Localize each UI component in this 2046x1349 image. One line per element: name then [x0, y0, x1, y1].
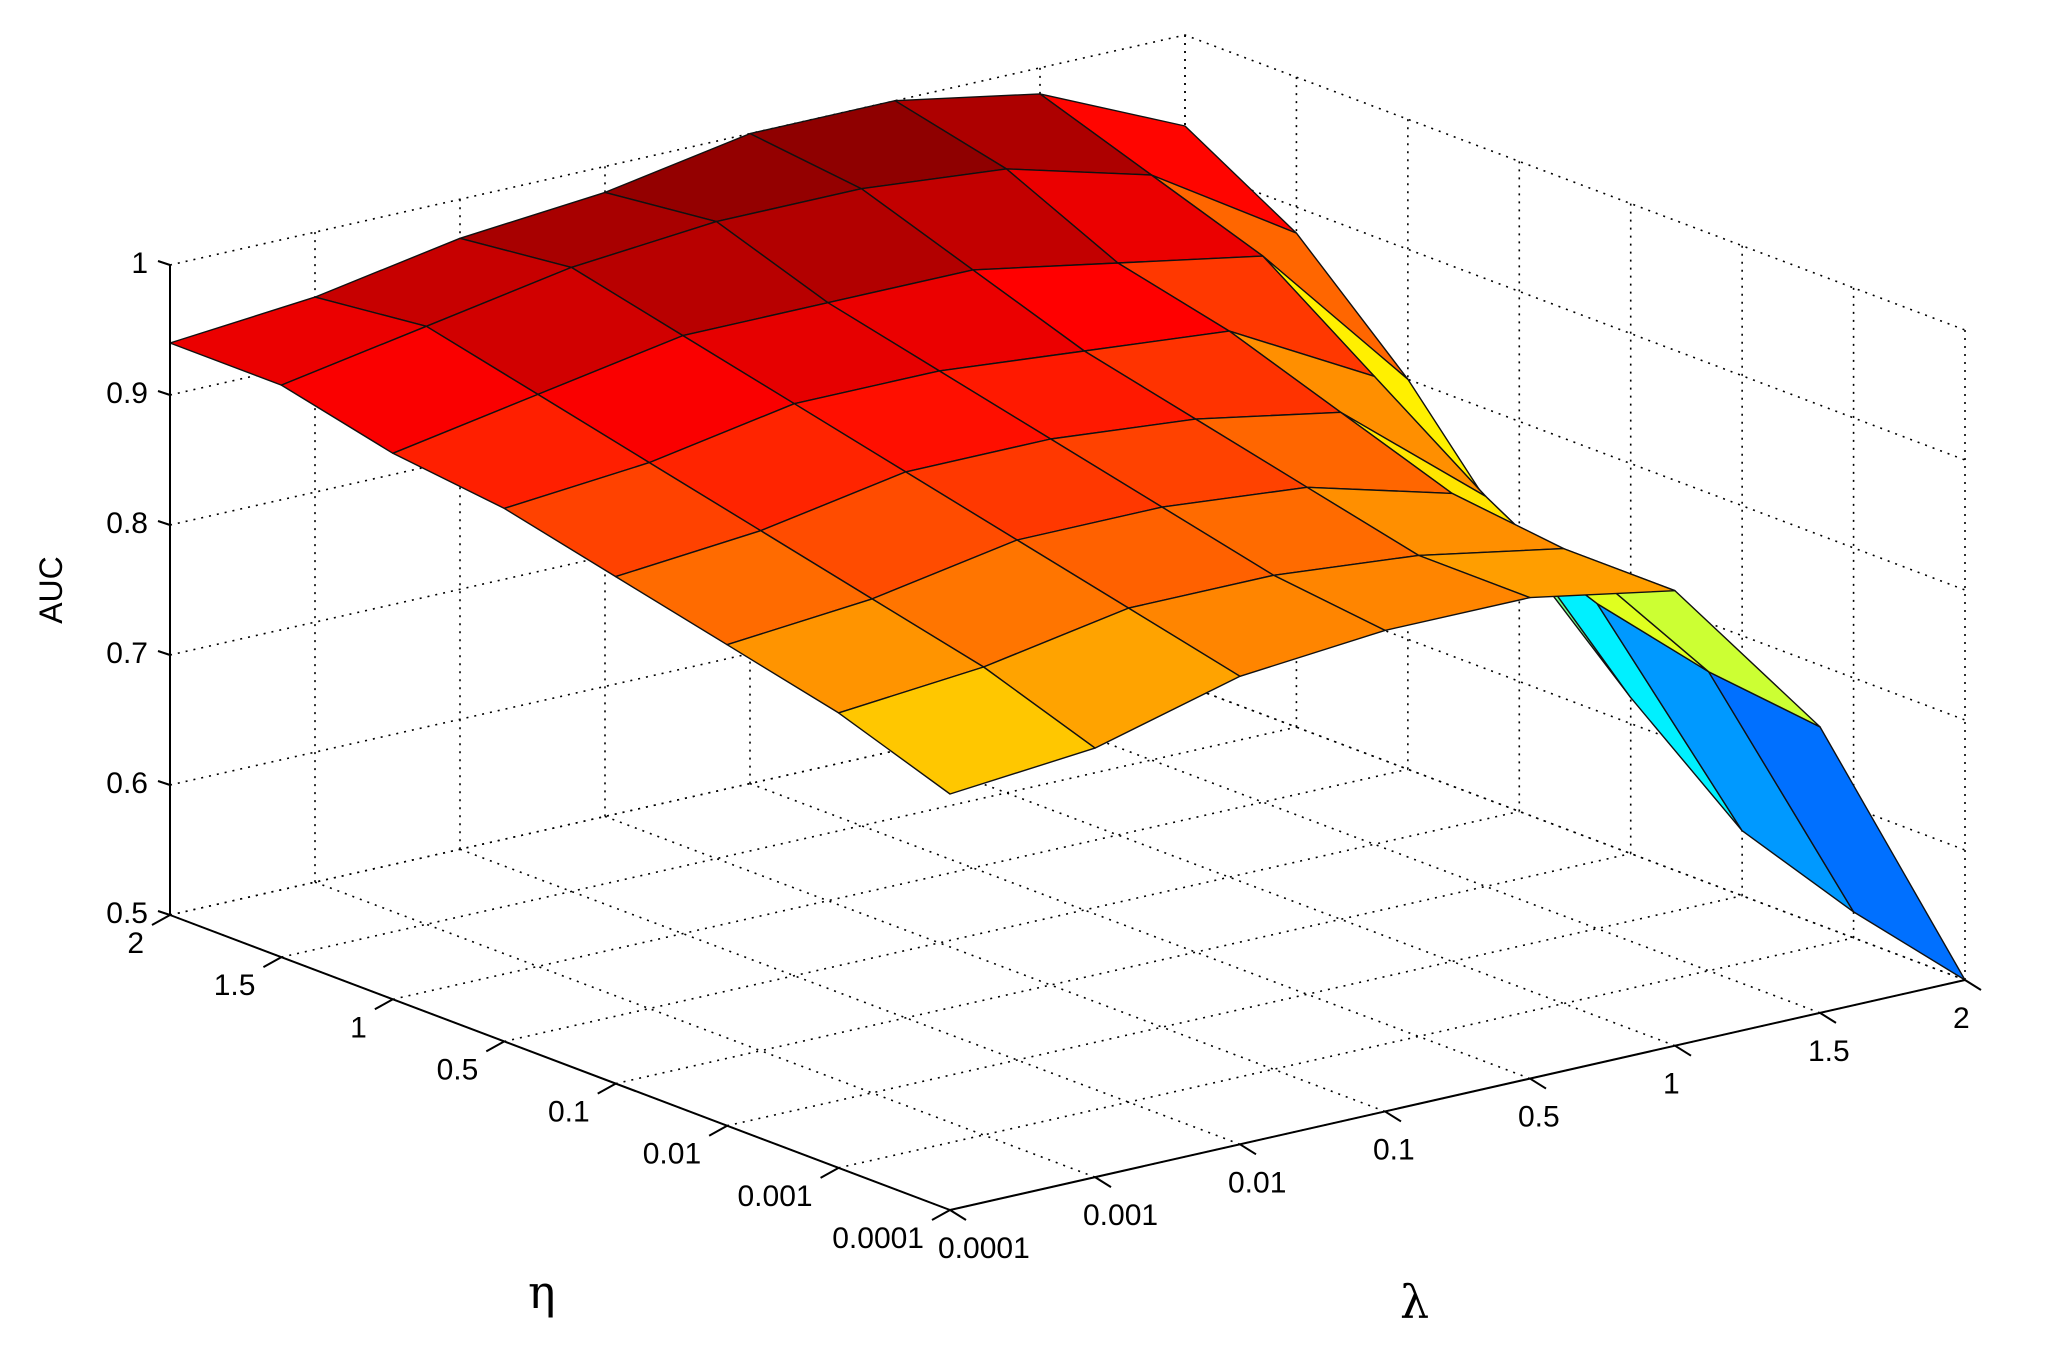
- z-tick-label: 0.6: [106, 767, 148, 800]
- eta-tick-label: 0.01: [643, 1138, 701, 1171]
- z-tick-mark: [157, 780, 171, 786]
- z-tick-mark: [157, 520, 171, 526]
- lambda-tick-mark: [1964, 979, 1982, 991]
- z-tick-label: 1: [131, 247, 148, 280]
- eta-tick-label: 0.0001: [832, 1222, 924, 1255]
- lambda-tick-mark: [1094, 1176, 1112, 1188]
- lambda-tick-label: 0.01: [1228, 1166, 1286, 1199]
- floor-grid-line: [838, 937, 1854, 1169]
- z-tick-label: 0.9: [106, 377, 148, 410]
- eta-tick-label: 0.001: [737, 1180, 812, 1213]
- eta-tick-mark: [708, 1124, 728, 1137]
- floor-grid-line: [894, 749, 1676, 1047]
- lambda-tick-mark: [1529, 1077, 1547, 1090]
- eta-axis-label: η: [528, 1265, 556, 1319]
- eta-tick-mark: [262, 956, 282, 969]
- lambda-tick-mark: [949, 1209, 967, 1221]
- eta-tick-mark: [820, 1166, 840, 1179]
- eta-tick-mark: [485, 1040, 505, 1053]
- z-tick-mark: [157, 390, 171, 396]
- floor-grid-line: [504, 810, 1520, 1043]
- lambda-tick-mark: [1819, 1012, 1837, 1024]
- lambda-tick-label: 2: [1953, 1002, 1970, 1035]
- lambda-axis-label: λ: [1400, 1275, 1429, 1329]
- z-tick-label: 0.5: [106, 897, 148, 930]
- lambda-tick-label: 0.1: [1373, 1133, 1415, 1166]
- lambda-tick-label: 1.5: [1808, 1035, 1850, 1068]
- z-tick-mark: [157, 910, 171, 916]
- floor-grid-line: [1039, 717, 1821, 1014]
- eta-tick-label: 2: [127, 927, 144, 960]
- floor-grid-line: [749, 782, 1531, 1080]
- floor-grid-line: [281, 726, 1297, 958]
- eta-tick-mark: [597, 1082, 617, 1095]
- floor-grid-line: [314, 881, 1096, 1178]
- eta-tick-mark: [374, 998, 394, 1011]
- eta-tick-mark: [151, 914, 171, 926]
- eta-tick-label: 0.5: [437, 1053, 479, 1086]
- surface-layer: [169, 93, 1966, 981]
- floor-grid-line: [615, 852, 1631, 1085]
- floor-grid-line: [392, 768, 1409, 1001]
- eta-tick-label: 0.1: [548, 1096, 590, 1129]
- lambda-tick-label: 0.5: [1518, 1101, 1560, 1134]
- floor-grid-line: [459, 848, 1241, 1146]
- eta-tick-label: 1: [350, 1011, 367, 1044]
- floor-grid-line: [604, 815, 1386, 1113]
- label-layer: AUC η λ: [33, 556, 1429, 1329]
- floor-grid-line: [726, 894, 1743, 1127]
- eta-axis-line: [169, 914, 951, 1211]
- lambda-axis-line: [949, 979, 1966, 1211]
- eta-tick-label: 1.5: [214, 969, 256, 1002]
- z-axis-label: AUC: [33, 556, 69, 624]
- axis-layer: 0.5 0.6 0.7 0.8 0.9 1 0.0001 0.001 0.01 0.1 0.5 1 1.…: [106, 247, 1982, 1265]
- lambda-tick-mark: [1674, 1044, 1692, 1057]
- z-tick-label: 0.8: [106, 507, 148, 540]
- lambda-tick-mark: [1239, 1143, 1257, 1156]
- surface-facet: [837, 666, 1096, 795]
- z-tick-label: 0.7: [106, 637, 148, 670]
- lambda-tick-label: 0.0001: [938, 1232, 1030, 1265]
- z-tick-mark: [157, 260, 171, 266]
- lambda-tick-label: 1: [1663, 1068, 1680, 1101]
- z-tick-mark: [157, 650, 171, 656]
- eta-tick-mark: [931, 1209, 951, 1221]
- lambda-tick-mark: [1384, 1110, 1402, 1123]
- lambda-tick-label: 0.001: [1083, 1199, 1158, 1232]
